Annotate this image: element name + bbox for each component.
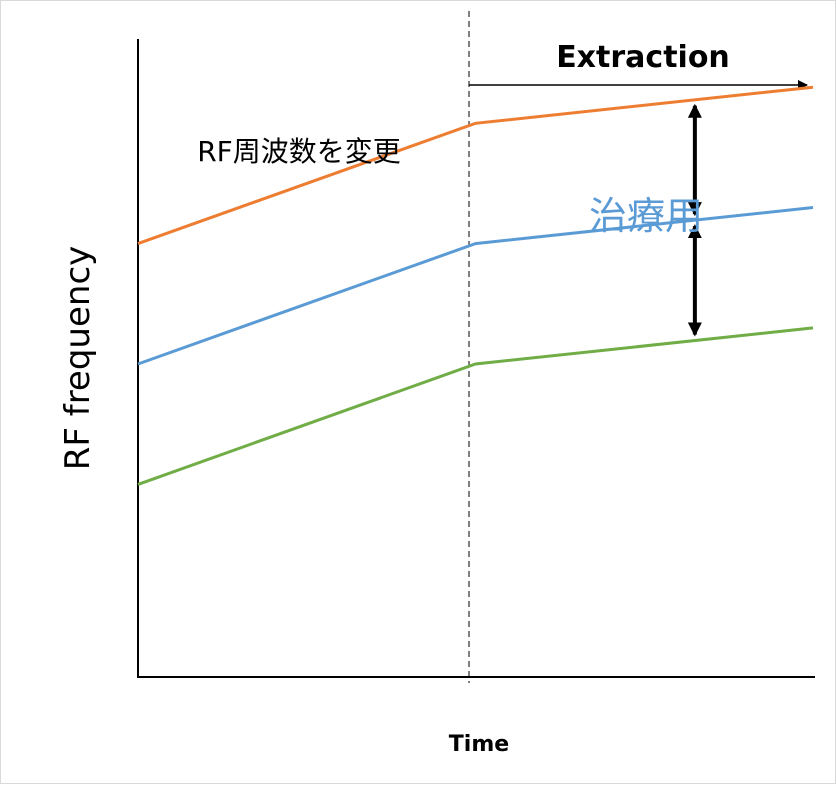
change-rf-frequency-label: RF周波数を変更 bbox=[197, 135, 401, 168]
x-axis-title: Time bbox=[449, 732, 509, 757]
series-line-lower bbox=[137, 326, 814, 486]
series-line-upper bbox=[137, 85, 814, 246]
extraction-label: Extraction bbox=[556, 40, 730, 75]
treatment-label: 治療用 bbox=[589, 194, 703, 238]
y-axis-title: RF frequency bbox=[58, 246, 98, 471]
series-group bbox=[137, 85, 814, 486]
series-line-treatment bbox=[137, 206, 814, 366]
